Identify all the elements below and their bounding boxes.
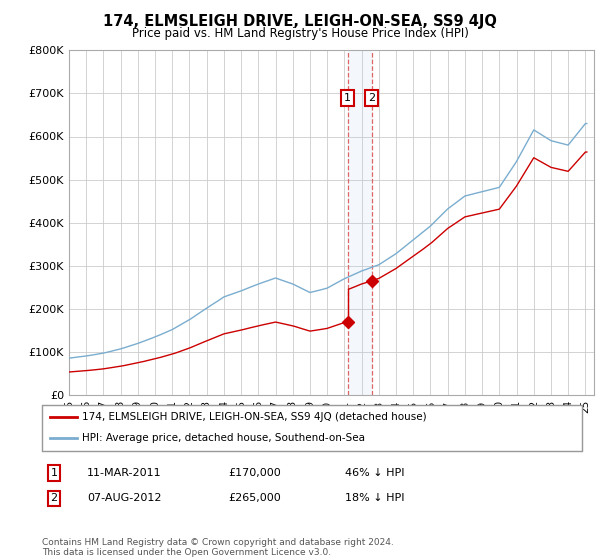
Text: Contains HM Land Registry data © Crown copyright and database right 2024.
This d: Contains HM Land Registry data © Crown c…	[42, 538, 394, 557]
Text: 2: 2	[368, 93, 375, 102]
Text: £170,000: £170,000	[228, 468, 281, 478]
Text: 46% ↓ HPI: 46% ↓ HPI	[345, 468, 404, 478]
Text: 1: 1	[50, 468, 58, 478]
Bar	[347, 50, 371, 395]
Text: Price paid vs. HM Land Registry's House Price Index (HPI): Price paid vs. HM Land Registry's House …	[131, 27, 469, 40]
Text: 11-MAR-2011: 11-MAR-2011	[87, 468, 161, 478]
Text: £265,000: £265,000	[228, 493, 281, 503]
Text: HPI: Average price, detached house, Southend-on-Sea: HPI: Average price, detached house, Sout…	[83, 433, 365, 444]
Text: 1: 1	[344, 93, 351, 102]
Text: 174, ELMSLEIGH DRIVE, LEIGH-ON-SEA, SS9 4JQ: 174, ELMSLEIGH DRIVE, LEIGH-ON-SEA, SS9 …	[103, 14, 497, 29]
Text: 07-AUG-2012: 07-AUG-2012	[87, 493, 161, 503]
Text: 18% ↓ HPI: 18% ↓ HPI	[345, 493, 404, 503]
Text: 174, ELMSLEIGH DRIVE, LEIGH-ON-SEA, SS9 4JQ (detached house): 174, ELMSLEIGH DRIVE, LEIGH-ON-SEA, SS9 …	[83, 412, 427, 422]
Text: 2: 2	[50, 493, 58, 503]
